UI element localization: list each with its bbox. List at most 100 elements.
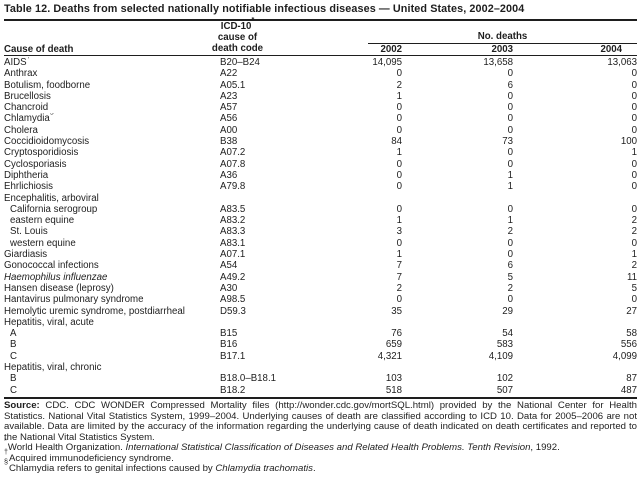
table-row: B B18.0–B18.1 103 102 87 bbox=[4, 373, 637, 384]
table-row: Diphtheria A36 0 1 0 bbox=[4, 170, 637, 181]
icd-code-cell: A05.1 bbox=[220, 79, 246, 91]
cause-label: Chlamydia bbox=[4, 113, 50, 125]
deaths-2002-cell: 0 bbox=[396, 102, 402, 114]
icd-code-cell: A36 bbox=[220, 169, 238, 181]
table-row: Coccidioidomycosis B38 84 73 100 bbox=[4, 136, 637, 147]
deaths-2002-cell: 0 bbox=[396, 181, 402, 193]
table-row: Haemophilus influenzae A49.2 7 5 11 bbox=[4, 272, 637, 283]
footnote-dagger: †Acquired immunodeficiency syndrome. bbox=[4, 447, 637, 465]
table-row: B B16 659 583 556 bbox=[4, 339, 637, 350]
cause-label: Diphtheria bbox=[4, 169, 49, 181]
table-row: Hantavirus pulmonary syndrome A98.5 0 0 0 bbox=[4, 294, 637, 305]
icd-header-text: ICD-10 bbox=[220, 21, 252, 32]
cause-cell: Haemophilus influenzae bbox=[4, 272, 220, 283]
footnote-text: Acquired immunodeficiency syndrome. bbox=[9, 452, 174, 464]
footnote-marker: § bbox=[50, 113, 54, 116]
deaths-2003-cell: 73 bbox=[502, 136, 513, 148]
deaths-2002-cell bbox=[312, 317, 402, 328]
icd-header-line2: cause of bbox=[217, 32, 258, 44]
cause-cell: Cryptosporidiosis bbox=[4, 147, 220, 158]
cause-label: Hemolytic uremic syndrome, postdiarrheal bbox=[4, 305, 185, 317]
table-row: A B15 76 54 58 bbox=[4, 328, 637, 339]
year-header-2002: 2002 bbox=[380, 43, 402, 55]
deaths-2004-cell: 487 bbox=[620, 384, 637, 396]
deaths-2003-cell bbox=[402, 193, 513, 204]
source-note: Source: CDC. CDC WONDER Compressed Morta… bbox=[4, 400, 637, 443]
deaths-2004-cell: 0 bbox=[631, 79, 637, 91]
cause-cell: western equine bbox=[4, 238, 220, 249]
deaths-2002-cell: 7 bbox=[396, 260, 402, 272]
deaths-2002-cell: 1 bbox=[396, 249, 402, 261]
cause-label: C bbox=[10, 350, 17, 362]
cause-label: C bbox=[10, 384, 17, 396]
cause-label: Cholera bbox=[4, 124, 38, 136]
icd-column-header: ICD-10* cause of death code bbox=[185, 16, 290, 55]
deaths-2002-cell: 0 bbox=[396, 237, 402, 249]
deaths-2003-cell: 0 bbox=[507, 158, 513, 170]
section-marker: § bbox=[4, 457, 8, 467]
cause-label: eastern equine bbox=[10, 215, 75, 227]
table-row: Hemolytic uremic syndrome, postdiarrheal… bbox=[4, 306, 637, 317]
icd-code-cell: A54 bbox=[220, 260, 238, 272]
icd-code-cell: A07.1 bbox=[220, 249, 246, 261]
deaths-2002-cell: 1 bbox=[396, 147, 402, 159]
deaths-2003-cell: 0 bbox=[507, 203, 513, 215]
icd-code-cell: A98.5 bbox=[220, 294, 246, 306]
cause-cell: Cyclosporiasis bbox=[4, 159, 220, 170]
deaths-2003-cell: 29 bbox=[502, 305, 513, 317]
icd-code-cell bbox=[220, 317, 312, 328]
deaths-2004-cell: 87 bbox=[626, 373, 637, 385]
cause-cell: C bbox=[4, 351, 220, 362]
deaths-2003-cell: 102 bbox=[496, 373, 513, 385]
deaths-2002-cell: 4,321 bbox=[377, 350, 402, 362]
year-header-2003: 2003 bbox=[491, 43, 513, 55]
icd-code-cell: A83.1 bbox=[220, 237, 246, 249]
deaths-2004-cell: 0 bbox=[631, 102, 637, 114]
deaths-2003-cell: 2 bbox=[507, 282, 513, 294]
icd-code-cell: B18.2 bbox=[220, 384, 246, 396]
table-row: eastern equine A83.2 1 1 2 bbox=[4, 215, 637, 226]
cause-label: A bbox=[10, 328, 17, 340]
table-row: Hansen disease (leprosy) A30 2 2 5 bbox=[4, 283, 637, 294]
deaths-2002-cell: 0 bbox=[396, 158, 402, 170]
asterisk-footnote-marker: * bbox=[251, 14, 255, 24]
deaths-2002-cell: 0 bbox=[396, 169, 402, 181]
cause-cell: Hansen disease (leprosy) bbox=[4, 283, 220, 294]
deaths-2004-cell: 0 bbox=[631, 237, 637, 249]
table-row: California serogroup A83.5 0 0 0 bbox=[4, 204, 637, 215]
deaths-2004-cell: 1 bbox=[631, 249, 637, 261]
deaths-2002-cell: 0 bbox=[396, 124, 402, 136]
cause-label: AIDS bbox=[4, 57, 27, 68]
cause-cell: eastern equine bbox=[4, 215, 220, 226]
icd-code-cell: A83.2 bbox=[220, 215, 246, 227]
deaths-2004-cell: 0 bbox=[631, 169, 637, 181]
footnote-italic-text: Chlamydia trachomatis bbox=[215, 463, 313, 475]
cause-label: California serogroup bbox=[10, 203, 98, 215]
table-row: Botulism, foodborne A05.1 2 6 0 bbox=[4, 80, 637, 91]
deaths-2004-cell: 0 bbox=[631, 203, 637, 215]
icd-code-cell: A30 bbox=[220, 282, 238, 294]
icd-code-cell: A00 bbox=[220, 124, 238, 136]
cause-label: Cryptosporidiosis bbox=[4, 147, 79, 159]
deaths-2002-cell: 0 bbox=[396, 68, 402, 80]
deaths-2002-cell: 103 bbox=[385, 373, 402, 385]
cause-cell: St. Louis bbox=[4, 226, 220, 237]
cause-cell: Diphtheria bbox=[4, 170, 220, 181]
deaths-2004-cell: 100 bbox=[620, 136, 637, 148]
deaths-2002-cell: 518 bbox=[385, 384, 402, 396]
cause-cell: AIDS† bbox=[4, 57, 220, 68]
year-header-2004: 2004 bbox=[600, 43, 622, 55]
table-row: Giardiasis A07.1 1 0 1 bbox=[4, 249, 637, 260]
cause-label: Brucellosis bbox=[4, 90, 51, 102]
cause-label: Haemophilus influenzae bbox=[4, 271, 108, 283]
deaths-2004-cell: 1 bbox=[631, 147, 637, 159]
cause-label: Anthrax bbox=[4, 68, 38, 80]
deaths-2004-cell: 2 bbox=[631, 226, 637, 238]
cause-label: St. Louis bbox=[10, 226, 48, 238]
deaths-2004-cell: 2 bbox=[631, 215, 637, 227]
deaths-2004-cell bbox=[513, 193, 637, 204]
deaths-2003-cell: 54 bbox=[502, 328, 513, 340]
cause-cell: Cholera bbox=[4, 125, 220, 136]
